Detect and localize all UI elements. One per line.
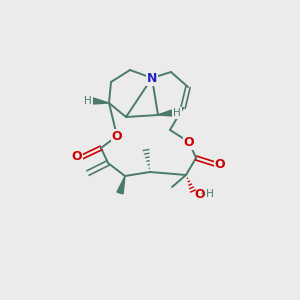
- Polygon shape: [93, 98, 109, 104]
- Text: O: O: [184, 136, 194, 148]
- Text: H: H: [173, 108, 181, 118]
- Polygon shape: [117, 176, 125, 194]
- Text: ·-H: ·-H: [200, 189, 215, 199]
- Text: O: O: [215, 158, 225, 170]
- Text: O: O: [72, 151, 82, 164]
- Text: N: N: [147, 71, 157, 85]
- Text: H: H: [84, 96, 92, 106]
- Text: O: O: [112, 130, 122, 142]
- Polygon shape: [158, 110, 172, 116]
- Text: O: O: [194, 188, 205, 200]
